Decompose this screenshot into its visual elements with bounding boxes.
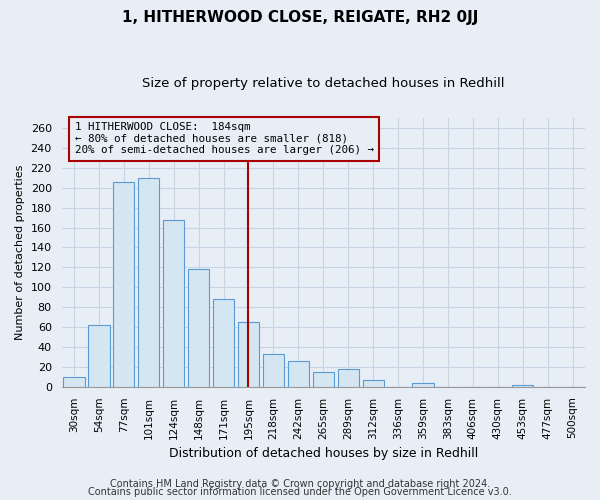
Bar	[163, 220, 184, 387]
Bar	[313, 372, 334, 387]
Text: Contains public sector information licensed under the Open Government Licence v3: Contains public sector information licen…	[88, 487, 512, 497]
Bar	[263, 354, 284, 387]
Bar	[338, 369, 359, 387]
X-axis label: Distribution of detached houses by size in Redhill: Distribution of detached houses by size …	[169, 447, 478, 460]
Bar	[138, 178, 160, 387]
Bar	[362, 380, 384, 387]
Bar	[512, 385, 533, 387]
Text: 1 HITHERWOOD CLOSE:  184sqm
← 80% of detached houses are smaller (818)
20% of se: 1 HITHERWOOD CLOSE: 184sqm ← 80% of deta…	[74, 122, 374, 156]
Bar	[88, 325, 110, 387]
Bar	[412, 383, 434, 387]
Bar	[213, 299, 234, 387]
Y-axis label: Number of detached properties: Number of detached properties	[15, 164, 25, 340]
Bar	[288, 361, 309, 387]
Text: 1, HITHERWOOD CLOSE, REIGATE, RH2 0JJ: 1, HITHERWOOD CLOSE, REIGATE, RH2 0JJ	[122, 10, 478, 25]
Bar	[238, 322, 259, 387]
Title: Size of property relative to detached houses in Redhill: Size of property relative to detached ho…	[142, 78, 505, 90]
Bar	[113, 182, 134, 387]
Bar	[188, 270, 209, 387]
Bar	[64, 377, 85, 387]
Text: Contains HM Land Registry data © Crown copyright and database right 2024.: Contains HM Land Registry data © Crown c…	[110, 479, 490, 489]
